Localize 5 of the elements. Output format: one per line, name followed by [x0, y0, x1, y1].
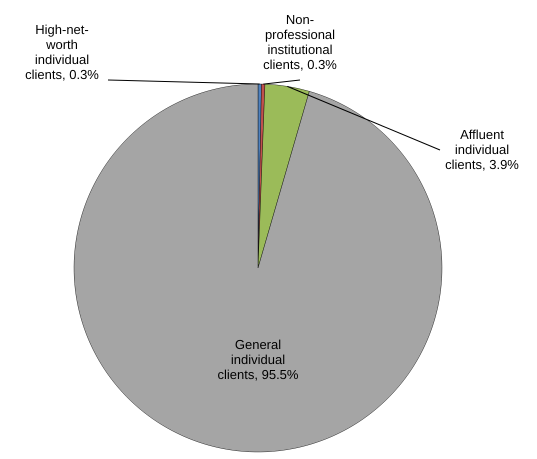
slice-label: Non-professional institutional clients, 0.3% — [263, 12, 338, 72]
slice-label: Affluent individual clients, 3.9% — [445, 127, 520, 172]
slice-label: General individual clients, 95.5% — [218, 337, 299, 382]
slice-label: High-net-worth individual clients, 0.3% — [25, 22, 100, 82]
pie-slice — [74, 84, 442, 452]
